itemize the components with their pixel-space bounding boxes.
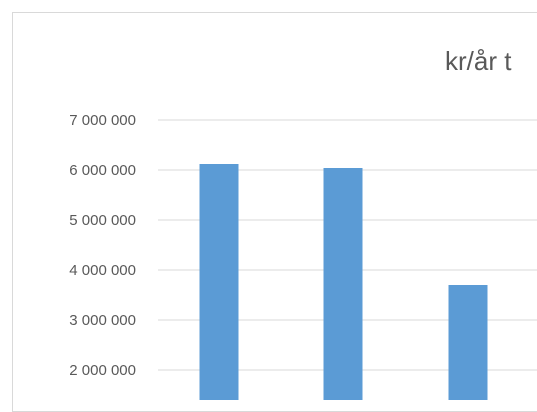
y-axis-tick-labels: 2 000 000 3 000 000 4 000 000 5 000 000 6 00…	[69, 112, 136, 379]
y-tick-label: 7 000 000	[69, 112, 136, 129]
chart-title: kr/år t	[445, 46, 512, 76]
bars	[199, 164, 488, 400]
bar	[448, 285, 488, 400]
y-tick-label: 3 000 000	[69, 312, 136, 329]
y-tick-label: 5 000 000	[69, 212, 136, 229]
bar	[323, 168, 363, 400]
y-tick-label: 6 000 000	[69, 162, 136, 179]
y-tick-label: 2 000 000	[69, 362, 136, 379]
y-tick-label: 4 000 000	[69, 262, 136, 279]
bar	[199, 164, 239, 400]
chart-plot: 2 000 000 3 000 000 4 000 000 5 000 000 6 00…	[69, 112, 537, 400]
